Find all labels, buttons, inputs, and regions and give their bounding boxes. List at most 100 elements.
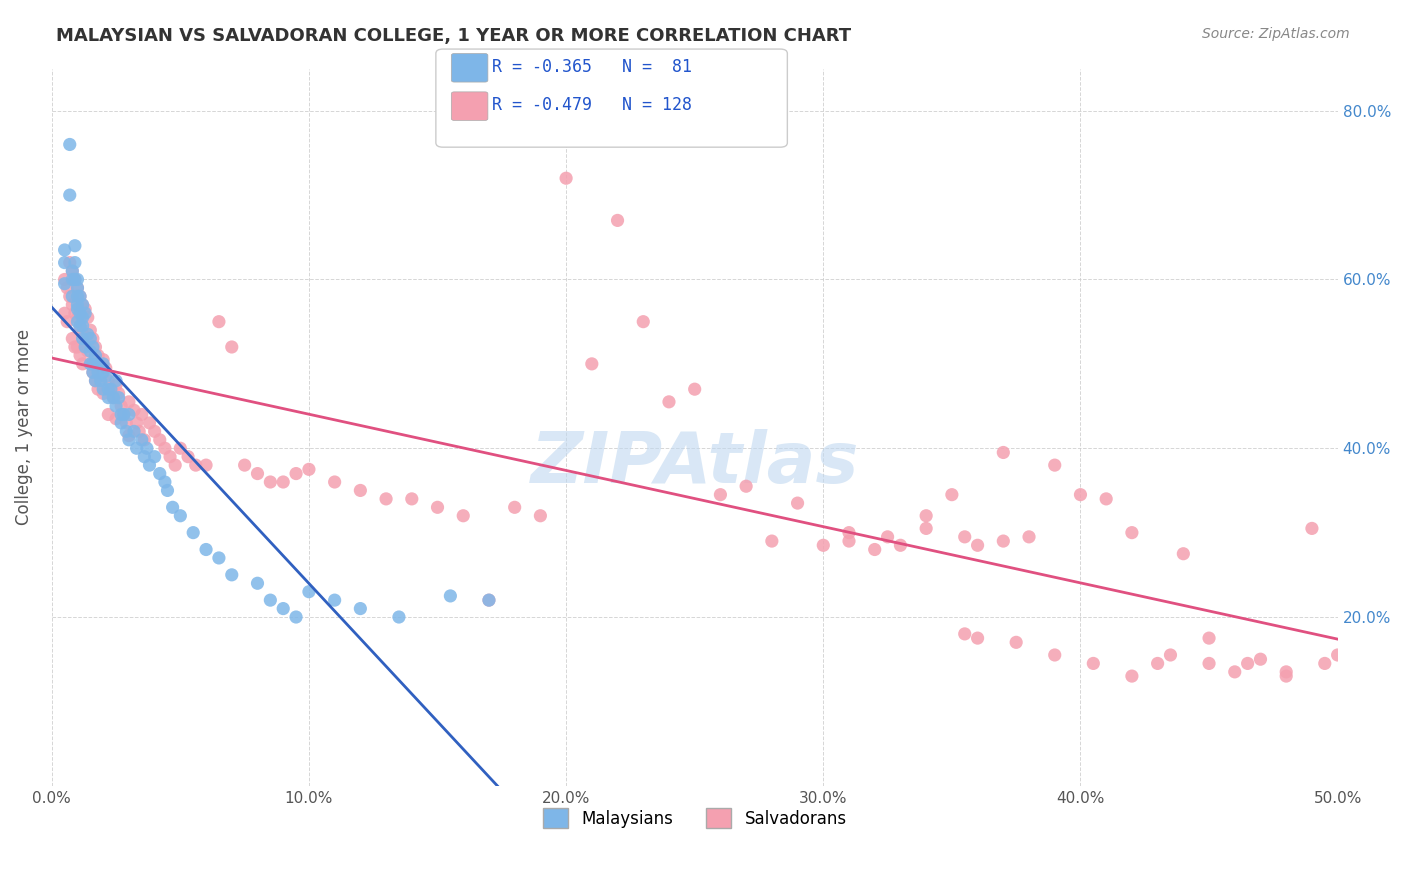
Point (529, 508, 551, 523)
Point (143, 425, 166, 439)
Point (1313, 657, 1336, 671)
Point (100, 382, 122, 396)
Point (69, 306, 91, 320)
Point (105, 374, 128, 388)
Point (134, 433, 156, 447)
Point (135, 442, 157, 456)
Point (966, 631, 988, 645)
Point (66, 298, 89, 312)
Point (66, 301, 89, 316)
Point (813, 538, 835, 552)
Point (105, 399, 128, 413)
Point (105, 378, 128, 392)
Point (82, 332, 104, 346)
Point (555, 171, 578, 186)
Point (876, 530, 898, 544)
Point (97, 382, 120, 396)
Point (1121, 525, 1143, 540)
Point (915, 521, 938, 535)
Point (271, 475, 294, 489)
Point (112, 408, 135, 422)
Point (149, 433, 172, 447)
Point (87, 357, 110, 371)
Point (82, 365, 104, 379)
Point (1121, 669, 1143, 683)
Point (953, 627, 976, 641)
Point (112, 408, 135, 422)
Point (181, 525, 204, 540)
Point (153, 475, 176, 489)
Point (349, 483, 371, 498)
Point (259, 475, 281, 489)
Point (285, 467, 308, 481)
Point (103, 391, 125, 405)
Point (208, 551, 231, 566)
Point (60, 332, 83, 346)
Point (1275, 669, 1298, 683)
Point (1223, 665, 1246, 679)
Point (115, 416, 138, 430)
Point (221, 567, 243, 582)
Point (165, 458, 187, 472)
Point (953, 530, 976, 544)
Point (53, 306, 76, 320)
Point (79, 357, 101, 371)
Point (66, 272, 89, 286)
Point (87, 365, 110, 379)
Point (1146, 657, 1168, 671)
Point (1198, 657, 1220, 671)
Point (993, 445, 1015, 459)
Point (915, 508, 938, 523)
Point (863, 542, 886, 557)
Point (184, 458, 207, 472)
Point (162, 500, 184, 515)
Point (993, 534, 1015, 549)
Point (125, 416, 148, 430)
Point (208, 315, 231, 329)
Point (69, 318, 91, 333)
Point (72, 298, 94, 312)
Point (63, 306, 86, 320)
Point (259, 593, 281, 607)
Point (118, 433, 141, 447)
Point (1326, 648, 1348, 662)
Point (709, 488, 731, 502)
Point (478, 593, 501, 607)
Point (76, 327, 98, 342)
Point (1236, 657, 1258, 671)
Point (94, 361, 117, 376)
Point (110, 408, 132, 422)
Point (118, 394, 141, 409)
Point (63, 272, 86, 286)
Point (349, 601, 371, 615)
Point (451, 508, 474, 523)
Point (138, 416, 160, 430)
Point (97, 374, 120, 388)
Point (53, 272, 76, 286)
Point (761, 534, 783, 549)
Point (79, 357, 101, 371)
Point (128, 425, 150, 439)
Point (69, 348, 91, 362)
Point (75, 301, 97, 316)
Point (82, 340, 104, 354)
Point (110, 416, 132, 430)
Point (478, 593, 501, 607)
Point (633, 315, 655, 329)
Point (388, 610, 411, 624)
Point (66, 310, 89, 325)
Point (91, 352, 114, 367)
Point (323, 593, 346, 607)
Point (72, 327, 94, 342)
Point (401, 491, 423, 506)
Point (63, 340, 86, 354)
Point (1069, 488, 1091, 502)
Point (1275, 665, 1298, 679)
Point (941, 488, 963, 502)
Point (1095, 491, 1118, 506)
Point (134, 450, 156, 464)
Point (439, 589, 461, 603)
Point (91, 386, 114, 401)
Point (1083, 657, 1105, 671)
Point (72, 310, 94, 325)
